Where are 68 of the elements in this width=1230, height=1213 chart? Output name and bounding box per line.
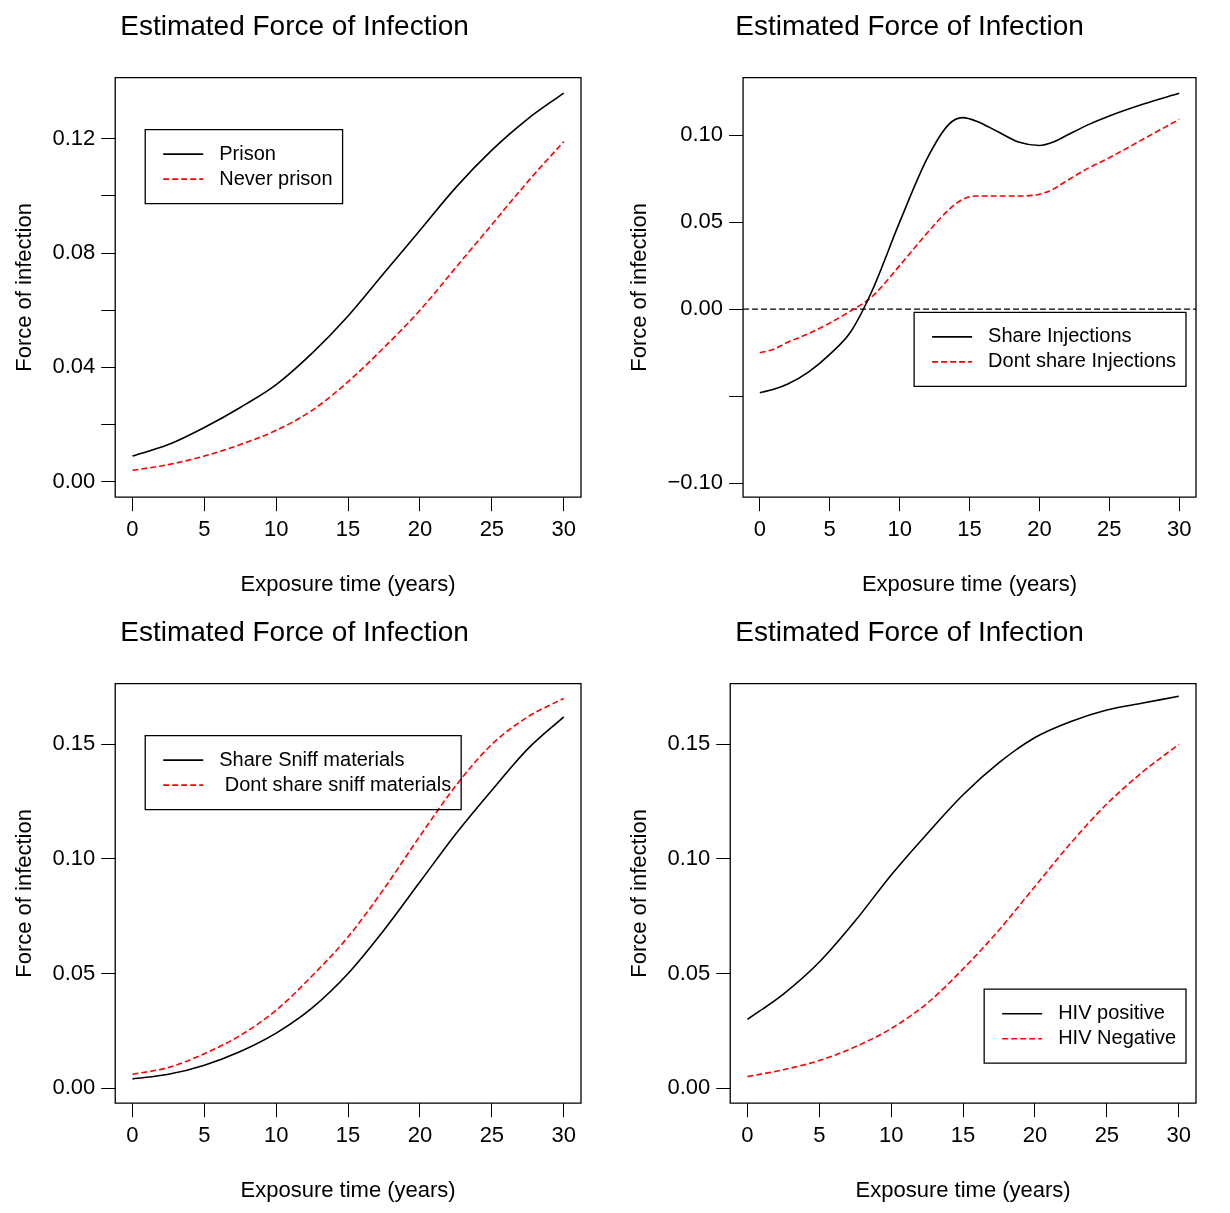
y-tick-label: −0.10: [667, 469, 724, 495]
line-series: [746, 695, 1180, 1021]
y-tick-label: 0.05: [667, 959, 711, 985]
y-tick-label: 0.15: [52, 730, 96, 756]
x-axis-title: Exposure time (years): [855, 1176, 1071, 1202]
x-tick-label: 25: [479, 516, 505, 542]
legend-label: Prison: [219, 141, 276, 164]
y-tick-label: 0.15: [667, 730, 711, 756]
y-tick-label: 0.04: [52, 353, 96, 379]
chart-title: Estimated Force of Infection: [735, 615, 1084, 647]
x-tick-label: 30: [1166, 516, 1192, 542]
legend-label: HIV Negative: [1058, 1026, 1177, 1049]
x-tick-label: 0: [126, 516, 139, 542]
legend-label: HIV positive: [1058, 1001, 1165, 1024]
line-series: [131, 140, 565, 472]
y-tick-label: 0.00: [667, 1074, 711, 1100]
x-tick-label: 20: [1022, 1122, 1048, 1148]
legend-label: Dont share sniff materials: [219, 772, 452, 795]
x-tick-label: 0: [753, 516, 766, 542]
chart-title: Estimated Force of Infection: [120, 9, 469, 41]
x-tick-label: 30: [551, 1122, 576, 1148]
y-axis-title: Force of infection: [626, 809, 652, 978]
x-tick-label: 5: [813, 1122, 826, 1148]
x-tick-label: 25: [1094, 1122, 1120, 1148]
x-tick-label: 5: [823, 516, 836, 542]
x-axis-title: Exposure time (years): [240, 570, 456, 596]
x-tick-label: 5: [198, 1122, 211, 1148]
x-tick-label: 20: [407, 1122, 433, 1148]
x-tick-label: 10: [263, 516, 289, 542]
x-tick-label: 0: [126, 1122, 139, 1148]
y-tick-label: 0.10: [680, 121, 724, 147]
y-tick-label: 0.00: [52, 1074, 96, 1100]
y-tick-label: 0.00: [52, 467, 96, 493]
y-tick-label: 0.10: [667, 844, 711, 870]
x-tick-label: 20: [407, 516, 433, 542]
line-series: [746, 743, 1180, 1078]
x-tick-label: 10: [263, 1122, 289, 1148]
x-tick-label: 15: [957, 516, 982, 542]
x-tick-label: 5: [198, 516, 211, 542]
y-tick-label: 0.12: [52, 124, 96, 150]
x-tick-label: 15: [335, 1122, 361, 1148]
x-axis-title: Exposure time (years): [861, 570, 1078, 596]
x-tick-label: 25: [479, 1122, 505, 1148]
legend-label: Dont share Injections: [988, 349, 1177, 372]
y-tick-label: 0.08: [52, 239, 96, 265]
legend-label: Never prison: [219, 166, 333, 189]
chart-title: Estimated Force of Infection: [735, 9, 1084, 41]
y-axis-title: Force of infection: [11, 203, 37, 372]
legend-label: Share Injections: [988, 324, 1132, 347]
x-tick-label: 20: [1027, 516, 1052, 542]
y-tick-label: 0.05: [52, 959, 96, 985]
x-tick-label: 0: [741, 1122, 754, 1148]
y-axis-title: Force of infection: [626, 203, 652, 372]
y-tick-label: 0.10: [52, 844, 96, 870]
x-tick-label: 10: [878, 1122, 904, 1148]
y-tick-label: 0.05: [680, 208, 724, 234]
y-axis-title: Force of infection: [11, 809, 37, 978]
x-tick-label: 30: [1166, 1122, 1191, 1148]
x-tick-label: 15: [950, 1122, 976, 1148]
legend-label: Share Sniff materials: [219, 747, 405, 770]
x-tick-label: 15: [335, 516, 361, 542]
line-series: [131, 92, 565, 457]
y-tick-label: 0.00: [680, 295, 724, 321]
x-tick-label: 30: [551, 516, 576, 542]
x-tick-label: 25: [1097, 516, 1122, 542]
x-tick-label: 10: [887, 516, 912, 542]
chart-title: Estimated Force of Infection: [120, 615, 469, 647]
x-axis-title: Exposure time (years): [240, 1176, 456, 1202]
